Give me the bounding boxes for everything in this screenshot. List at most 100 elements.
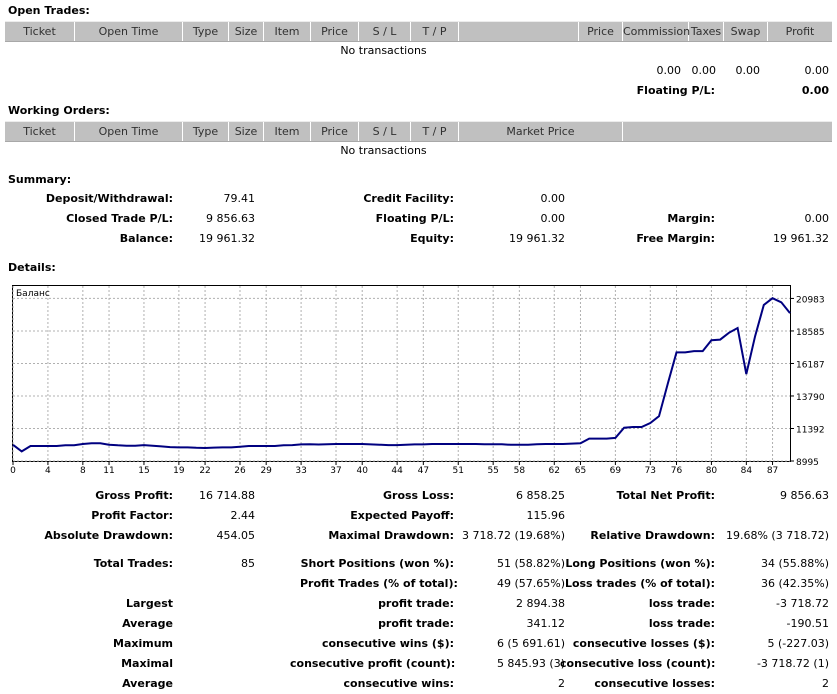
total-net-label: Total Net Profit: bbox=[616, 489, 716, 502]
maximum-label: Maximum bbox=[113, 637, 173, 650]
loss-trades-label: Loss trades (% of total): bbox=[564, 577, 715, 590]
average-profit-label: profit trade: bbox=[378, 617, 454, 630]
maximal-profit-value: 5 845.93 (3) bbox=[496, 657, 565, 670]
y-tick-label: 13790 bbox=[796, 393, 825, 403]
x-tick-label: 15 bbox=[138, 466, 149, 476]
avg-cons-wins-value: 2 bbox=[558, 677, 565, 690]
col-blank bbox=[459, 22, 579, 41]
average-loss-label: loss trade: bbox=[648, 617, 715, 630]
col-taxes[interactable]: Taxes bbox=[689, 22, 724, 41]
working-orders-title: Working Orders: bbox=[8, 104, 110, 117]
col-open-time[interactable]: Open Time bbox=[75, 22, 183, 41]
working-orders-header: Ticket Open Time Type Size Item Price S … bbox=[5, 121, 832, 142]
largest-loss-value: -3 718.72 bbox=[776, 597, 829, 610]
margin-value: 0.00 bbox=[804, 212, 830, 225]
average-loss-value: -190.51 bbox=[786, 617, 829, 630]
largest-loss-label: loss trade: bbox=[648, 597, 715, 610]
max-cons-wins-label: consecutive wins ($): bbox=[321, 637, 454, 650]
total-taxes: 0.00 bbox=[691, 64, 717, 77]
closed-pl-value: 9 856.63 bbox=[206, 212, 255, 225]
balance-label: Balance: bbox=[119, 232, 173, 245]
col-size[interactable]: Size bbox=[229, 22, 264, 41]
max-cons-losses-value: 5 (-227.03) bbox=[767, 637, 829, 650]
maximal-profit-label: consecutive profit (count): bbox=[290, 657, 456, 670]
maximal-drawdown-value: 3 718.72 (19.68%) bbox=[461, 529, 565, 542]
col-sl[interactable]: S / L bbox=[359, 22, 411, 41]
wo-col-ticket[interactable]: Ticket bbox=[5, 122, 75, 141]
profit-trades-value: 49 (57.65%) bbox=[496, 577, 565, 590]
total-commission: 0.00 bbox=[656, 64, 682, 77]
balance-chart: Баланс 8995 11392 13790 16187 18585 20983 0 4 8… bbox=[10, 285, 825, 476]
avg-cons-wins-label: consecutive wins: bbox=[343, 677, 454, 690]
absolute-drawdown-value: 454.05 bbox=[216, 529, 256, 542]
free-margin-label: Free Margin: bbox=[636, 232, 715, 245]
y-tick-label: 16187 bbox=[796, 360, 825, 370]
total-swap: 0.00 bbox=[735, 64, 761, 77]
col-swap[interactable]: Swap bbox=[724, 22, 768, 41]
y-tick-label: 11392 bbox=[796, 425, 825, 435]
x-tick-label: 22 bbox=[199, 466, 210, 476]
col-commission[interactable]: Commission bbox=[623, 22, 690, 41]
credit-label: Credit Facility: bbox=[363, 192, 454, 205]
col-tp[interactable]: T / P bbox=[411, 22, 459, 41]
col-type[interactable]: Type bbox=[183, 22, 229, 41]
x-tick-label: 40 bbox=[356, 466, 368, 476]
long-positions-value: 34 (55.88%) bbox=[760, 557, 829, 570]
profit-factor-label: Profit Factor: bbox=[91, 509, 173, 522]
short-positions-value: 51 (58.82%) bbox=[496, 557, 565, 570]
relative-drawdown-label: Relative Drawdown: bbox=[590, 529, 715, 542]
gross-profit-value: 16 714.88 bbox=[199, 489, 255, 502]
largest-profit-value: 2 894.38 bbox=[516, 597, 565, 610]
col-item[interactable]: Item bbox=[264, 22, 311, 41]
x-tick-label: 19 bbox=[173, 466, 185, 476]
expected-payoff-value: 115.96 bbox=[526, 509, 566, 522]
deposit-label: Deposit/Withdrawal: bbox=[45, 192, 173, 205]
x-tick-label: 33 bbox=[295, 466, 306, 476]
closed-pl-label: Closed Trade P/L: bbox=[66, 212, 173, 225]
col-price-2[interactable]: Price bbox=[579, 22, 623, 41]
avg-cons-losses-label: consecutive losses: bbox=[594, 677, 715, 690]
equity-value: 19 961.32 bbox=[509, 232, 565, 245]
long-positions-label: Long Positions (won %): bbox=[565, 557, 715, 570]
x-tick-label: 55 bbox=[487, 466, 498, 476]
wo-col-type[interactable]: Type bbox=[183, 122, 229, 141]
wo-col-tp[interactable]: T / P bbox=[411, 122, 459, 141]
summary-title: Summary: bbox=[8, 173, 72, 186]
col-ticket[interactable]: Ticket bbox=[5, 22, 75, 41]
gross-loss-label: Gross Loss: bbox=[383, 489, 454, 502]
chart-title: Баланс bbox=[16, 289, 50, 299]
x-tick-label: 47 bbox=[418, 466, 429, 476]
balance-value: 19 961.32 bbox=[199, 232, 255, 245]
average-2-label: Average bbox=[122, 677, 173, 690]
open-trades-empty: No transactions bbox=[340, 44, 427, 57]
open-floating-value: 0.00 bbox=[801, 84, 829, 97]
max-cons-losses-label: consecutive losses ($): bbox=[572, 637, 715, 650]
maximal-loss-value: -3 718.72 (1) bbox=[756, 657, 829, 670]
col-price[interactable]: Price bbox=[311, 22, 359, 41]
wo-col-open-time[interactable]: Open Time bbox=[75, 122, 183, 141]
x-tick-label: 11 bbox=[103, 466, 114, 476]
x-tick-label: 58 bbox=[514, 466, 526, 476]
average-label: Average bbox=[122, 617, 173, 630]
x-tick-label: 84 bbox=[741, 466, 753, 476]
loss-trades-value: 36 (42.35%) bbox=[760, 577, 829, 590]
average-profit-value: 341.12 bbox=[526, 617, 566, 630]
avg-cons-losses-value: 2 bbox=[822, 677, 829, 690]
wo-col-market-price[interactable]: Market Price bbox=[459, 122, 623, 141]
wo-col-item[interactable]: Item bbox=[264, 122, 311, 141]
wo-col-price[interactable]: Price bbox=[311, 122, 359, 141]
margin-label: Margin: bbox=[667, 212, 715, 225]
expected-payoff-label: Expected Payoff: bbox=[350, 509, 454, 522]
largest-profit-label: profit trade: bbox=[378, 597, 454, 610]
floating-label: Floating P/L: bbox=[375, 212, 454, 225]
wo-col-size[interactable]: Size bbox=[229, 122, 264, 141]
x-tick-label: 4 bbox=[45, 466, 51, 476]
wo-col-sl[interactable]: S / L bbox=[359, 122, 411, 141]
maximal-loss-label: consecutive loss (count): bbox=[560, 657, 716, 670]
working-orders-empty: No transactions bbox=[340, 144, 427, 157]
x-tick-label: 65 bbox=[575, 466, 586, 476]
total-trades-label: Total Trades: bbox=[93, 557, 173, 570]
col-profit[interactable]: Profit bbox=[785, 25, 815, 38]
x-tick-label: 26 bbox=[234, 466, 246, 476]
chart-frame bbox=[12, 285, 791, 462]
